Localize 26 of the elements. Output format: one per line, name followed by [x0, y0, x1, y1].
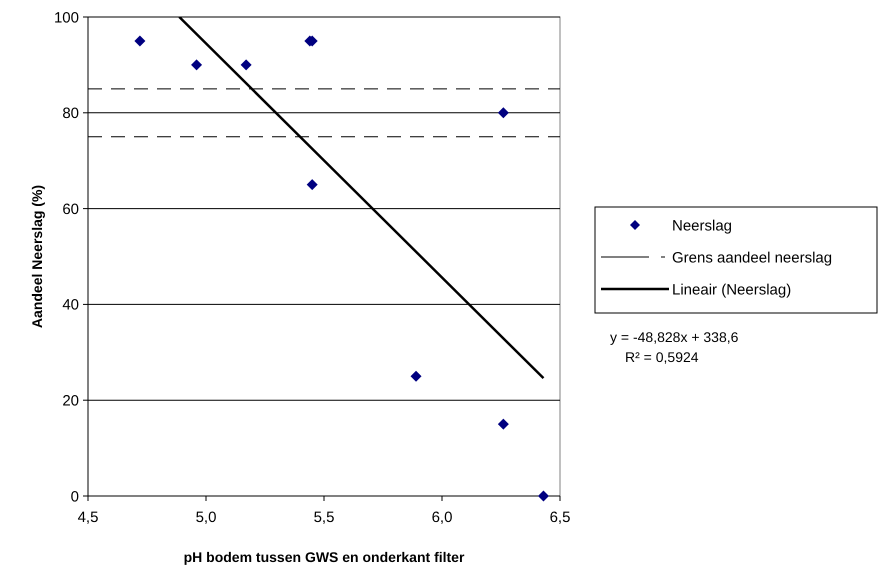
point [306, 179, 318, 190]
text: y = -48,828x + 338,6 [610, 329, 739, 345]
point [134, 35, 146, 46]
point [410, 370, 422, 382]
point [498, 107, 509, 118]
text: R² = 0,5924 [625, 349, 699, 365]
x-tick-label: 6,5 [550, 509, 570, 526]
x-tick-label: 4,5 [78, 509, 98, 526]
legend-label: Lineair (Neerslag) [672, 281, 792, 298]
x-tick-label: 6,0 [432, 509, 452, 526]
legend-label: Neerslag [672, 217, 732, 234]
legend-label: Grens aandeel neerslag [672, 249, 832, 266]
y-tick-label: 60 [62, 200, 79, 218]
y-axis-title: Aandeel Neerslag (%) [29, 184, 45, 328]
x-tick-label: 5,5 [314, 509, 334, 526]
x-axis-title: pH bodem tussen GWS en onderkant filter [184, 549, 465, 565]
y-tick-label: 20 [62, 392, 79, 410]
y-tick-label: 100 [54, 9, 79, 26]
point [191, 59, 202, 70]
y-tick-label: 0 [70, 488, 79, 506]
point [498, 418, 509, 430]
point [538, 490, 549, 502]
x-tick-label: 5,0 [196, 509, 216, 526]
y-tick-label: 80 [62, 105, 79, 122]
point [240, 59, 252, 70]
y-tick-label: 40 [62, 296, 79, 314]
